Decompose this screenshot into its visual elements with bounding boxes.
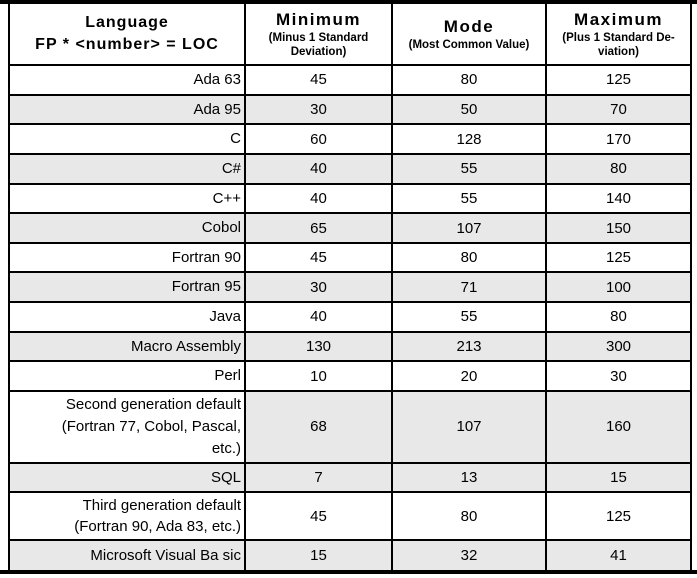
table-row: Second generation default (Fortran 77, C… <box>8 390 692 464</box>
column-title-minimum: Minimum <box>275 9 362 29</box>
table-row: Ada 63 45 80 125 <box>8 64 692 96</box>
mode-cell: 80 <box>391 241 547 274</box>
column-header-language: Language FP * <number> = LOC <box>8 4 246 66</box>
minimum-cell: 45 <box>244 241 393 274</box>
minimum-cell: 45 <box>244 64 393 96</box>
table-row: Cobol 65 107 150 <box>8 212 692 244</box>
column-title-mode: Mode <box>443 16 495 36</box>
mode-cell: 13 <box>391 461 547 494</box>
language-cell: Macro Assembly <box>8 330 246 363</box>
maximum-cell: 15 <box>545 461 692 494</box>
header-row: Language FP * <number> = LOC Minimum (Mi… <box>8 4 692 66</box>
mode-cell: 71 <box>391 271 547 304</box>
table-row: C 60 128 170 <box>8 123 692 155</box>
language-cell: Ada 63 <box>8 64 246 96</box>
table-row: Java 40 55 80 <box>8 301 692 333</box>
bottom-rule <box>0 570 697 574</box>
top-rule <box>0 0 697 4</box>
table-row: Third generation default (Fortran 90, Ad… <box>8 491 692 542</box>
fp-loc-conversion-table: Language FP * <number> = LOC Minimum (Mi… <box>8 4 692 570</box>
table-row: Ada 95 30 50 70 <box>8 93 692 126</box>
table-row: Fortran 95 30 71 100 <box>8 271 692 304</box>
column-header-minimum: Minimum (Minus 1 Standard Deviation) <box>244 4 393 66</box>
minimum-cell: 65 <box>244 212 393 244</box>
maximum-cell: 100 <box>545 271 692 304</box>
minimum-cell: 30 <box>244 271 393 304</box>
maximum-cell: 30 <box>545 360 692 393</box>
maximum-cell: 170 <box>545 123 692 155</box>
maximum-cell: 125 <box>545 241 692 274</box>
column-subtitle-language: FP * <number> = LOC <box>35 36 219 53</box>
mode-cell: 128 <box>391 123 547 155</box>
table-row: SQL 7 13 15 <box>8 461 692 494</box>
mode-cell: 55 <box>391 301 547 333</box>
language-cell: SQL <box>8 461 246 494</box>
table-row: Macro Assembly 130 213 300 <box>8 330 692 363</box>
language-cell: Perl <box>8 360 246 393</box>
language-cell: C <box>8 123 246 155</box>
maximum-cell: 125 <box>545 491 692 542</box>
minimum-cell: 30 <box>244 93 393 126</box>
maximum-cell: 70 <box>545 93 692 126</box>
table-row: Microsoft Visual Ba sic 15 32 41 <box>8 539 692 570</box>
language-cell: Fortran 95 <box>8 271 246 304</box>
mode-cell: 80 <box>391 64 547 96</box>
language-cell: Second generation default (Fortran 77, C… <box>8 390 246 464</box>
mode-cell: 55 <box>391 182 547 215</box>
mode-cell: 107 <box>391 390 547 464</box>
language-cell: C# <box>8 152 246 185</box>
language-cell: C++ <box>8 182 246 215</box>
column-subtitle-maximum: (Plus 1 Standard De- viation) <box>562 31 675 59</box>
maximum-cell: 150 <box>545 212 692 244</box>
table-row: C# 40 55 80 <box>8 152 692 185</box>
maximum-cell: 140 <box>545 182 692 215</box>
maximum-cell: 80 <box>545 152 692 185</box>
column-header-mode: Mode (Most Common Value) <box>391 4 547 66</box>
minimum-cell: 15 <box>244 539 393 570</box>
mode-cell: 213 <box>391 330 547 363</box>
minimum-cell: 10 <box>244 360 393 393</box>
table-row: Fortran 90 45 80 125 <box>8 241 692 274</box>
maximum-cell: 80 <box>545 301 692 333</box>
column-title-language: Language <box>85 14 169 31</box>
maximum-cell: 300 <box>545 330 692 363</box>
language-cell: Fortran 90 <box>8 241 246 274</box>
table-row: C++ 40 55 140 <box>8 182 692 215</box>
column-subtitle-mode: (Most Common Value) <box>408 38 530 51</box>
column-title-maximum: Maximum <box>574 9 663 29</box>
minimum-cell: 68 <box>244 390 393 464</box>
mode-cell: 32 <box>391 539 547 570</box>
minimum-cell: 60 <box>244 123 393 155</box>
language-cell: Cobol <box>8 212 246 244</box>
maximum-cell: 41 <box>545 539 692 570</box>
mode-cell: 107 <box>391 212 547 244</box>
mode-cell: 80 <box>391 491 547 542</box>
table-row: Perl 10 20 30 <box>8 360 692 393</box>
minimum-cell: 40 <box>244 182 393 215</box>
mode-cell: 20 <box>391 360 547 393</box>
language-cell: Third generation default (Fortran 90, Ad… <box>8 491 246 542</box>
column-header-maximum: Maximum (Plus 1 Standard De- viation) <box>545 4 692 66</box>
column-subtitle-minimum: (Minus 1 Standard Deviation) <box>268 31 369 59</box>
maximum-cell: 125 <box>545 64 692 96</box>
minimum-cell: 130 <box>244 330 393 363</box>
maximum-cell: 160 <box>545 390 692 464</box>
minimum-cell: 40 <box>244 152 393 185</box>
minimum-cell: 7 <box>244 461 393 494</box>
mode-cell: 55 <box>391 152 547 185</box>
language-cell: Java <box>8 301 246 333</box>
language-cell: Ada 95 <box>8 93 246 126</box>
minimum-cell: 45 <box>244 491 393 542</box>
mode-cell: 50 <box>391 93 547 126</box>
language-cell: Microsoft Visual Ba sic <box>8 539 246 570</box>
minimum-cell: 40 <box>244 301 393 333</box>
